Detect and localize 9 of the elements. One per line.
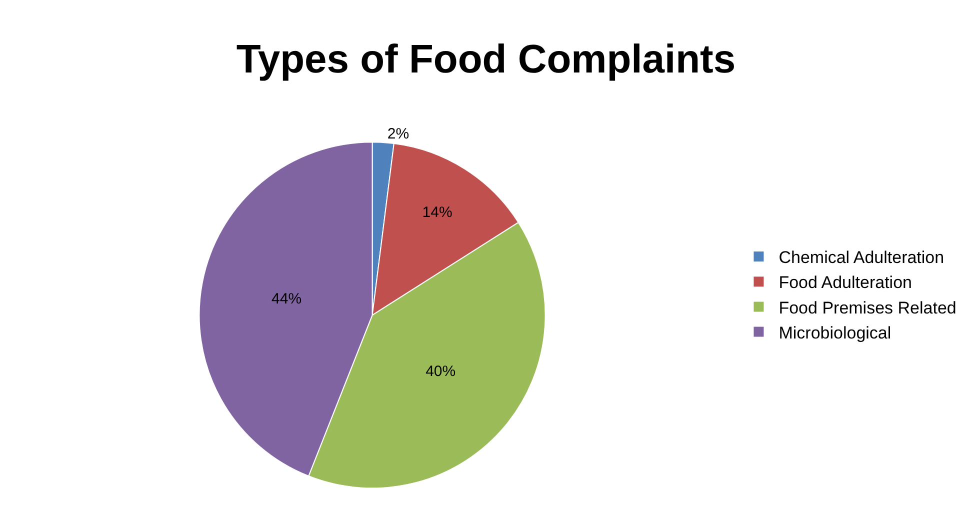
legend-label: Food Premises Related <box>778 298 956 318</box>
data-label: 14% <box>422 204 452 222</box>
data-label: 44% <box>272 290 302 308</box>
legend-label: Chemical Adulteration <box>778 248 944 268</box>
legend-label: Food Adulteration <box>778 273 912 292</box>
legend-label: Microbiological <box>778 323 892 342</box>
data-label: 2% <box>387 126 410 143</box>
chart-title: Types of Food Complaints <box>236 37 736 82</box>
data-label: 40% <box>426 363 456 380</box>
